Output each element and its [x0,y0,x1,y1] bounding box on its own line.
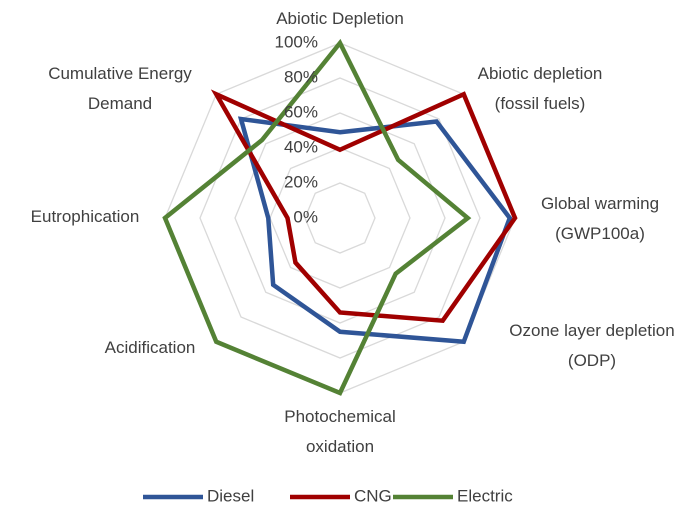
axis-label-line: Eutrophication [31,207,140,226]
grid-ring [269,147,411,289]
axis-label: Abiotic depletion (fossil fuels) [478,64,603,113]
axis-label-line: Acidification [105,338,196,357]
r-tick-label: 40% [284,137,318,156]
r-tick-label: 20% [284,172,318,191]
r-tick-label: 60% [284,102,318,121]
axis-label: Eutrophication [31,207,140,226]
axis-label-line: Abiotic Depletion [276,9,404,28]
axis-label-line: Cumulative Energy [48,64,192,83]
series-line [210,89,518,324]
axis-label: Global warming (GWP100a) [541,194,659,243]
legend-label: Diesel [207,486,254,505]
axis-label-line: (fossil fuels) [495,94,586,113]
axis-label-line: (GWP100a) [555,224,645,243]
r-tick-label: 0% [293,207,318,226]
axis-label-line: Ozone layer depletion [509,321,674,340]
legend-label: Electric [457,486,513,505]
legend-label: CNG [354,486,392,505]
axis-label-line: Global warming [541,194,659,213]
axis-label-line: Photochemical [284,407,396,426]
axis-label-line: (ODP) [568,351,616,370]
axis-label: Abiotic Depletion [276,9,404,28]
axis-label: Photochemical oxidation [284,407,396,456]
axis-label-line: Abiotic depletion [478,64,603,83]
axis-label: Acidification [105,338,196,357]
axis-label: Cumulative Energy Demand [48,64,192,113]
axis-label-line: oxidation [306,437,374,456]
grid-ring [304,182,376,254]
grid-ring [199,77,481,359]
axis-label-line: Demand [88,94,152,113]
series-line [162,38,472,396]
r-tick-label: 100% [275,32,318,51]
axis-label: Ozone layer depletion (ODP) [509,321,674,370]
r-tick-label: 80% [284,67,318,86]
